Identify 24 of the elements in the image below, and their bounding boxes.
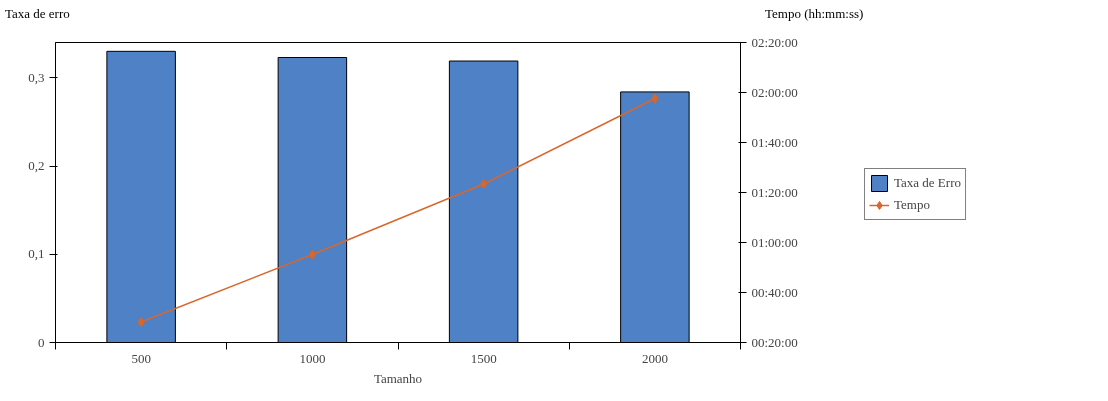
y2-tick-label: 02:00:00 xyxy=(751,84,798,100)
point xyxy=(480,178,488,189)
y2-tick-label: 01:20:00 xyxy=(751,185,798,200)
legend-label: Tempo xyxy=(894,197,930,213)
x-axis-title: Tamanho xyxy=(373,370,423,386)
y2-axis-title: Tempo (hh:mm:ss) xyxy=(765,5,864,23)
point xyxy=(651,93,659,104)
x-tick-label: 1500 xyxy=(470,350,497,366)
y2-tick-label: 00:40:00 xyxy=(751,284,798,300)
point xyxy=(308,249,316,260)
x-tick-label: 1000 xyxy=(299,350,326,366)
y-tick-label: 0,1 xyxy=(28,246,45,262)
x-tick-label: 2000 xyxy=(641,350,668,366)
y-axis-title: Taxa de erro xyxy=(5,5,70,23)
legend-label: Taxa de Erro xyxy=(894,175,961,191)
x-tick-label: 500 xyxy=(131,350,151,366)
point xyxy=(137,316,145,327)
y-tick-label: 0 xyxy=(38,334,45,350)
y2-tick-label: 01:40:00 xyxy=(751,134,798,150)
y2-tick-label: 02:20:00 xyxy=(751,35,798,50)
y2-tick-label: 01:00:00 xyxy=(751,234,798,250)
y-tick-label: 0,3 xyxy=(28,69,45,85)
y-tick-label: 0,2 xyxy=(28,158,45,174)
y2-tick-label: 00:20:00 xyxy=(751,335,798,350)
